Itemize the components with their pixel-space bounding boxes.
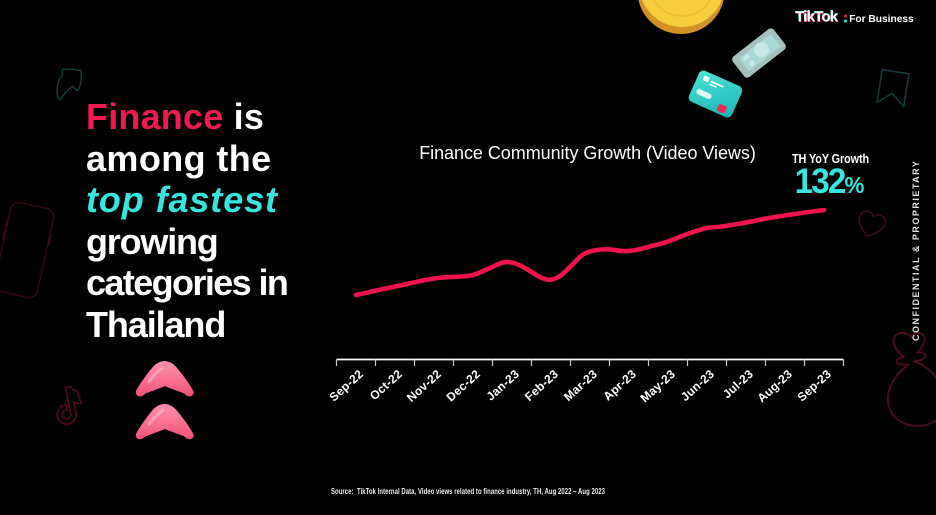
svg-text:Jan-23: Jan-23 bbox=[483, 367, 522, 404]
svg-text:Oct-22: Oct-22 bbox=[367, 367, 405, 403]
svg-text:TikTok: TikTok bbox=[795, 8, 838, 25]
svg-text:Sep-22: Sep-22 bbox=[326, 367, 366, 405]
svg-text:TikTok: TikTok bbox=[795, 9, 839, 26]
svg-text:For Business: For Business bbox=[849, 14, 914, 25]
svg-text:Dec-22: Dec-22 bbox=[443, 367, 483, 405]
svg-text:Nov-22: Nov-22 bbox=[404, 367, 444, 405]
svg-text:May-23: May-23 bbox=[638, 367, 679, 406]
svg-text:TikTok: TikTok bbox=[796, 9, 840, 26]
svg-text:Jul-23: Jul-23 bbox=[720, 367, 756, 401]
svg-text:Mar-23: Mar-23 bbox=[561, 367, 600, 404]
svg-text:Jun-23: Jun-23 bbox=[678, 367, 717, 404]
svg-text:Feb-23: Feb-23 bbox=[522, 367, 561, 404]
svg-text:Sep-23: Sep-23 bbox=[794, 367, 834, 405]
svg-text:Apr-23: Apr-23 bbox=[600, 367, 639, 404]
svg-text:Aug-23: Aug-23 bbox=[755, 367, 796, 406]
